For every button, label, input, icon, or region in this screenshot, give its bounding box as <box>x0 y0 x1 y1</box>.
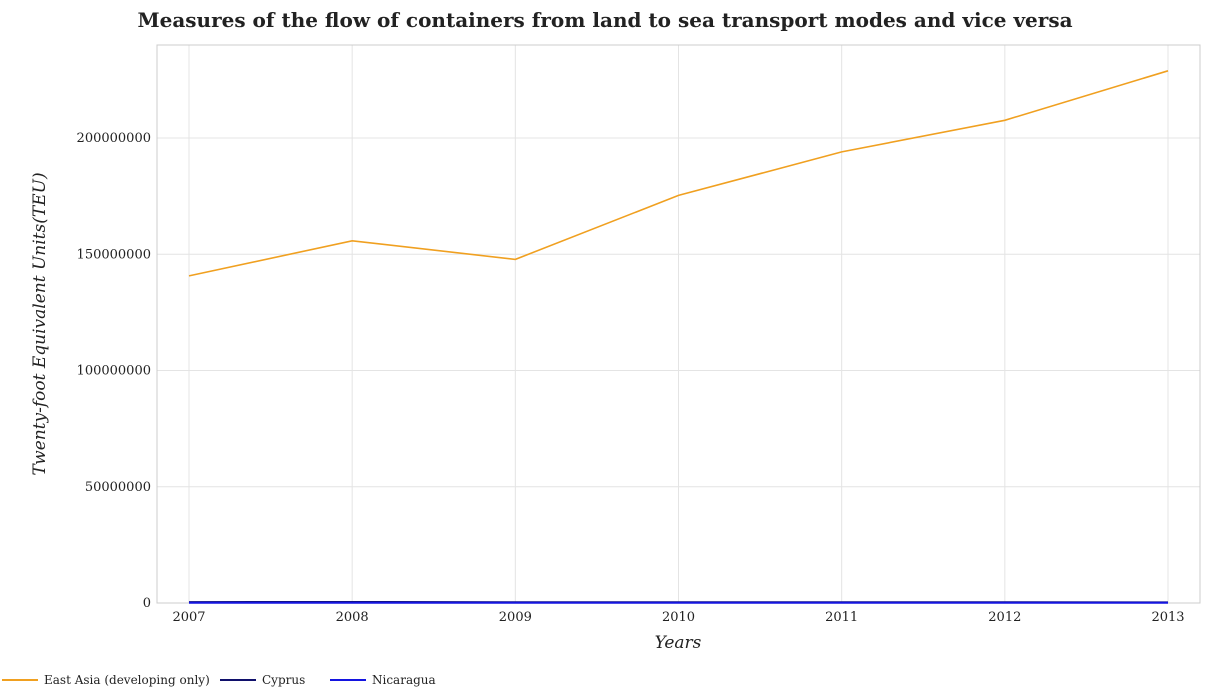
y-tick-label: 0 <box>143 596 151 611</box>
y-axis-ticks: 0 50000000 100000000 150000000 200000000 <box>77 131 151 611</box>
x-tick-label: 2008 <box>336 610 369 625</box>
x-tick-label: 2012 <box>988 610 1021 625</box>
x-tick-label: 2013 <box>1151 610 1184 625</box>
x-axis-title: Years <box>655 633 702 653</box>
x-tick-label: 2009 <box>499 610 532 625</box>
legend-label: East Asia (developing only) <box>44 673 210 687</box>
legend-label: Cyprus <box>262 673 305 687</box>
x-tick-label: 2007 <box>172 610 205 625</box>
series-lines <box>188 70 1169 604</box>
legend-label: Nicaragua <box>372 673 436 687</box>
grid <box>157 45 1200 604</box>
chart-title: Measures of the flow of containers from … <box>137 8 1072 32</box>
y-tick-label: 50000000 <box>85 480 151 495</box>
x-tick-label: 2011 <box>825 610 858 625</box>
series-line-east-asia-developing-only <box>188 70 1169 277</box>
legend: East Asia (developing only) Cyprus Nicarag… <box>2 673 436 687</box>
y-axis-title: Twenty-foot Equivalent Units(TEU) <box>30 172 50 475</box>
y-tick-label: 100000000 <box>77 364 151 379</box>
y-tick-label: 200000000 <box>77 131 151 146</box>
x-axis-ticks: 2007 2008 2009 2010 2011 2012 2013 <box>172 610 1184 625</box>
y-tick-label: 150000000 <box>77 247 151 262</box>
x-tick-label: 2010 <box>662 610 695 625</box>
